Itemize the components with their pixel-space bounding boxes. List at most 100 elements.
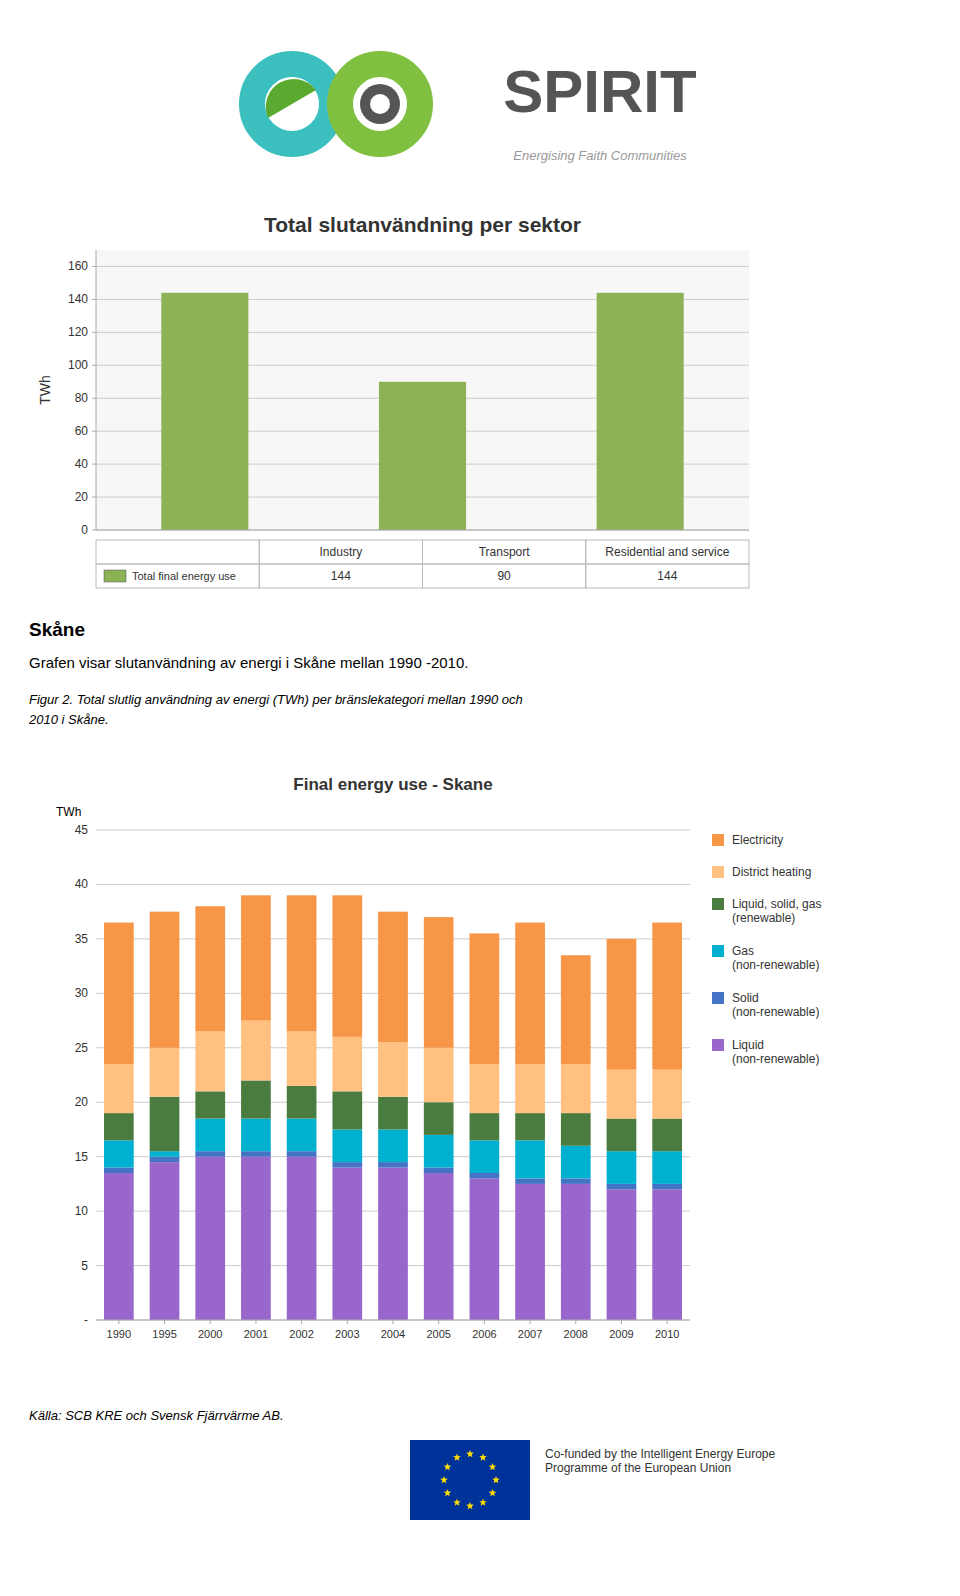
eu-star (479, 1499, 487, 1506)
bar-segment (150, 1157, 180, 1162)
bar-segment (607, 1070, 637, 1119)
bar-segment (607, 939, 637, 1070)
bar-segment (561, 1184, 591, 1320)
grid-line (96, 884, 690, 885)
x-tick-label: 2005 (426, 1328, 450, 1340)
bar-segment (287, 1157, 317, 1320)
x-tick (438, 1320, 439, 1324)
legend-swatch (712, 898, 724, 910)
chart-title: Total slutanvändning per sektor (264, 213, 581, 236)
bar-segment (424, 1102, 454, 1135)
legend-label: Solid(non-renewable) (732, 991, 819, 1019)
bar (161, 293, 248, 530)
bar-segment (241, 1157, 271, 1320)
bar-segment (378, 1042, 408, 1096)
bar-segment (287, 1151, 317, 1156)
x-tick (164, 1320, 165, 1324)
grid-line (96, 530, 749, 531)
bar (597, 293, 684, 530)
caption: 2010 i Skåne. (28, 712, 109, 727)
table-cell (586, 564, 749, 588)
legend-label: Gas(non-renewable) (732, 944, 819, 972)
y-tick (92, 398, 96, 399)
x-axis-line (96, 530, 749, 531)
x-tick (301, 1320, 302, 1324)
logo-tagline: Energising Faith Communities (513, 148, 687, 163)
bar-segment (470, 1173, 500, 1178)
x-tick-label: 2010 (655, 1328, 679, 1340)
y-tick-label: 100 (68, 358, 88, 372)
bar-segment (515, 923, 545, 1065)
bars (161, 293, 683, 530)
bar-segment (104, 1064, 134, 1113)
y-tick (92, 365, 96, 366)
bar-segment (515, 1178, 545, 1183)
bar-segment (470, 1178, 500, 1320)
text-line: Co-funded by the Intelligent Energy Euro… (545, 1447, 775, 1461)
bar-segment (195, 1157, 225, 1320)
bar-segment (470, 1113, 500, 1140)
table-cell (259, 540, 422, 564)
section-heading: Skåne (29, 619, 85, 640)
x-tick-label: 2002 (289, 1328, 313, 1340)
bar-segment (150, 912, 180, 1048)
bar-segment (561, 1178, 591, 1183)
bar-segment (470, 1064, 500, 1113)
data-label: 144 (657, 569, 677, 583)
bar-segment (150, 1097, 180, 1151)
bar-segment (470, 1140, 500, 1173)
page: SPIRIT Energising Faith Communities Total … (0, 0, 960, 1596)
bar-segment (515, 1184, 545, 1320)
legend-swatch (104, 570, 126, 582)
logo-text: SPIRIT (503, 58, 696, 125)
legend: ElectricityDistrict heatingLiquid, solid… (712, 833, 821, 1066)
x-tick-label: 2009 (609, 1328, 633, 1340)
bar-segment (424, 1135, 454, 1168)
y-tick-label: - (84, 1313, 88, 1327)
table-cell (96, 540, 259, 564)
bar-segment (287, 1119, 317, 1152)
category-label: Industry (320, 545, 363, 559)
bar-segment (104, 1173, 134, 1320)
bar-segment (104, 1168, 134, 1173)
bar-segment (424, 1048, 454, 1102)
x-tick-label: 2001 (244, 1328, 268, 1340)
y-tick-label: 160 (68, 259, 88, 273)
text-line: (non-renewable) (732, 958, 819, 972)
bar-segment (652, 1189, 682, 1320)
x-tick-label: 1995 (152, 1328, 176, 1340)
bar-segment (332, 1091, 362, 1129)
bar-segment (652, 1151, 682, 1184)
bar-segment (561, 1146, 591, 1179)
legend-swatch (712, 945, 724, 957)
bar-segment (241, 1021, 271, 1081)
x-tick (393, 1320, 394, 1324)
x-tick-label: 2000 (198, 1328, 222, 1340)
x-tick-label: 2003 (335, 1328, 359, 1340)
x-tick (210, 1320, 211, 1324)
eu-star (453, 1453, 461, 1460)
bar-segment (241, 1080, 271, 1118)
logo-gear (360, 84, 400, 124)
y-tick (92, 530, 96, 531)
bars (104, 895, 682, 1320)
legend-label: Electricity (732, 833, 783, 847)
eu-star (492, 1476, 500, 1483)
text-line: Solid (732, 991, 759, 1005)
x-tick-label: 2004 (381, 1328, 405, 1340)
bar-segment (652, 1119, 682, 1152)
x-tick-label: 2007 (518, 1328, 542, 1340)
legend-label: Liquid(non-renewable) (732, 1038, 819, 1066)
bar-segment (195, 1151, 225, 1156)
funding-note: Co-funded by the Intelligent Energy Euro… (545, 1447, 775, 1475)
table-cell (423, 540, 586, 564)
bar-segment (104, 923, 134, 1065)
eu-star (444, 1489, 452, 1496)
x-tick-label: 2006 (472, 1328, 496, 1340)
legend-label: District heating (732, 865, 811, 879)
grid-line (96, 266, 749, 267)
y-tick (92, 431, 96, 432)
chart-title: Final energy use - Skane (293, 775, 492, 794)
bar-segment (424, 917, 454, 1048)
bar-segment (378, 1162, 408, 1167)
